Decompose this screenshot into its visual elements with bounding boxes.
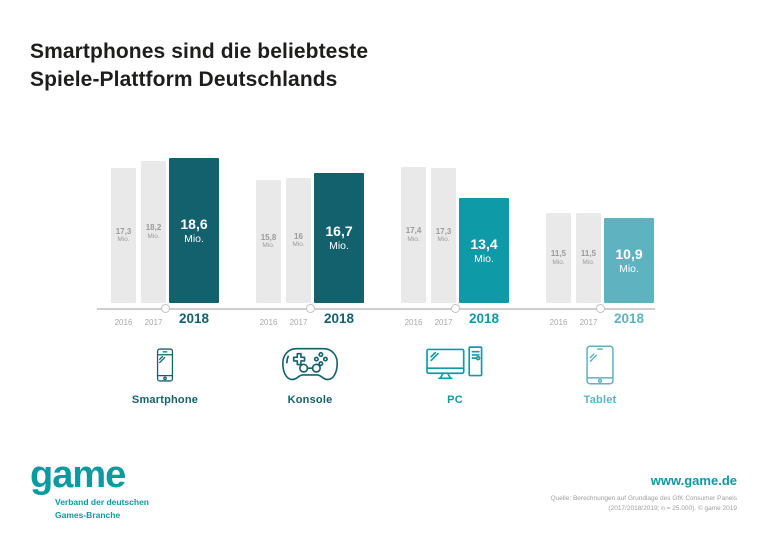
bar-pc-2017: 17,3 Mio. (431, 168, 456, 303)
source-note: Quelle: Berechnungen auf Grundlage des G… (550, 495, 737, 513)
bar-value-label: 10,9 Mio. (615, 245, 643, 275)
bar-smartphone-2018: 18,6 Mio. (169, 158, 219, 303)
bar-konsole-2018: 16,7 Mio. (314, 173, 364, 303)
bar-pc-2016: 17,4 Mio. (401, 167, 426, 303)
bar-group-tablet: 11,5 Mio. 11,5 Mio. 10,9 Mio. 2016 2017 2018 (546, 150, 654, 335)
platform-pc: PC (401, 341, 509, 406)
year-label-2017: 2017 (144, 318, 163, 327)
bar-value-label: 18,6 Mio. (180, 215, 208, 245)
platform-konsole: Konsole (256, 341, 364, 406)
timeline-marker (161, 304, 170, 313)
year-label-2018: 2018 (178, 311, 210, 326)
platform-label-pc: PC (447, 394, 463, 406)
year-label-2016: 2016 (259, 318, 278, 327)
bar-value-label: 17,3 Mio. (115, 226, 132, 244)
timeline-marker (596, 304, 605, 313)
bar-tablet-2017: 11,5 Mio. (576, 213, 601, 303)
bar-value-label: 13,4 Mio. (470, 235, 498, 265)
bar-group-smartphone: 17,3 Mio. 18,2 Mio. 18,6 Mio. 2016 2017 2018 (111, 150, 219, 335)
page-title-line1: Smartphones sind die beliebteste (30, 40, 369, 64)
bar-value-label: 11,5 Mio. (580, 249, 597, 266)
year-label-2016: 2016 (549, 318, 568, 327)
year-label-2018: 2018 (613, 311, 645, 326)
platform-label-tablet: Tablet (583, 394, 617, 406)
bar-value-label: 18,2 Mio. (145, 223, 162, 240)
bar-value-label: 17,3 Mio. (435, 226, 452, 244)
platform-smartphone: Smartphone (111, 341, 219, 406)
platform-label-konsole: Konsole (287, 394, 333, 406)
bar-value-label: 11,5 Mio. (550, 249, 567, 266)
game-logo-tagline: Verband der deutschen Games-Branche (55, 497, 149, 520)
desktop-pc-icon (401, 341, 509, 389)
game-logo-wordmark: game (30, 454, 126, 496)
bar-smartphone-2016: 17,3 Mio. (111, 168, 136, 303)
timeline-marker (451, 304, 460, 313)
year-label-2018: 2018 (323, 311, 355, 326)
timeline-marker (306, 304, 315, 313)
bar-konsole-2016: 15,8 Mio. (256, 180, 281, 303)
year-label-2017: 2017 (289, 318, 308, 327)
tablet-icon (546, 341, 654, 389)
year-label-2016: 2016 (114, 318, 133, 327)
platform-label-smartphone: Smartphone (131, 394, 199, 406)
bar-value-label: 15,8 Mio. (260, 232, 277, 250)
page-title-line2: Spiele-Plattform Deutschlands (30, 67, 338, 91)
gamepad-icon (256, 341, 364, 389)
page-title: Smartphones sind die beliebteste Spiele-… (30, 38, 368, 94)
bar-group-konsole: 15,8 Mio. 16 Mio. 16,7 Mio. 2016 2017 2018 (256, 150, 364, 335)
year-label-2017: 2017 (434, 318, 453, 327)
website-link[interactable]: www.game.de (650, 473, 737, 488)
bar-tablet-2016: 11,5 Mio. (546, 213, 571, 303)
year-label-2018: 2018 (468, 311, 500, 326)
game-logo: game Verband der deutschen Games-Branche (30, 456, 149, 522)
bar-smartphone-2017: 18,2 Mio. (141, 161, 166, 303)
bar-value-label: 16 Mio. (292, 231, 305, 249)
platform-tablet: Tablet (546, 341, 654, 406)
year-label-2017: 2017 (579, 318, 598, 327)
bar-group-pc: 17,4 Mio. 17,3 Mio. 13,4 Mio. 2016 2017 2018 (401, 150, 509, 335)
bar-pc-2018: 13,4 Mio. (459, 198, 509, 303)
year-label-2016: 2016 (404, 318, 423, 327)
bar-value-label: 17,4 Mio. (405, 226, 422, 243)
bar-value-label: 16,7 Mio. (325, 223, 353, 253)
smartphone-icon (111, 341, 219, 389)
bar-tablet-2018: 10,9 Mio. (604, 218, 654, 303)
bar-konsole-2017: 16 Mio. (286, 178, 311, 303)
timeline-axis-line (97, 308, 655, 310)
